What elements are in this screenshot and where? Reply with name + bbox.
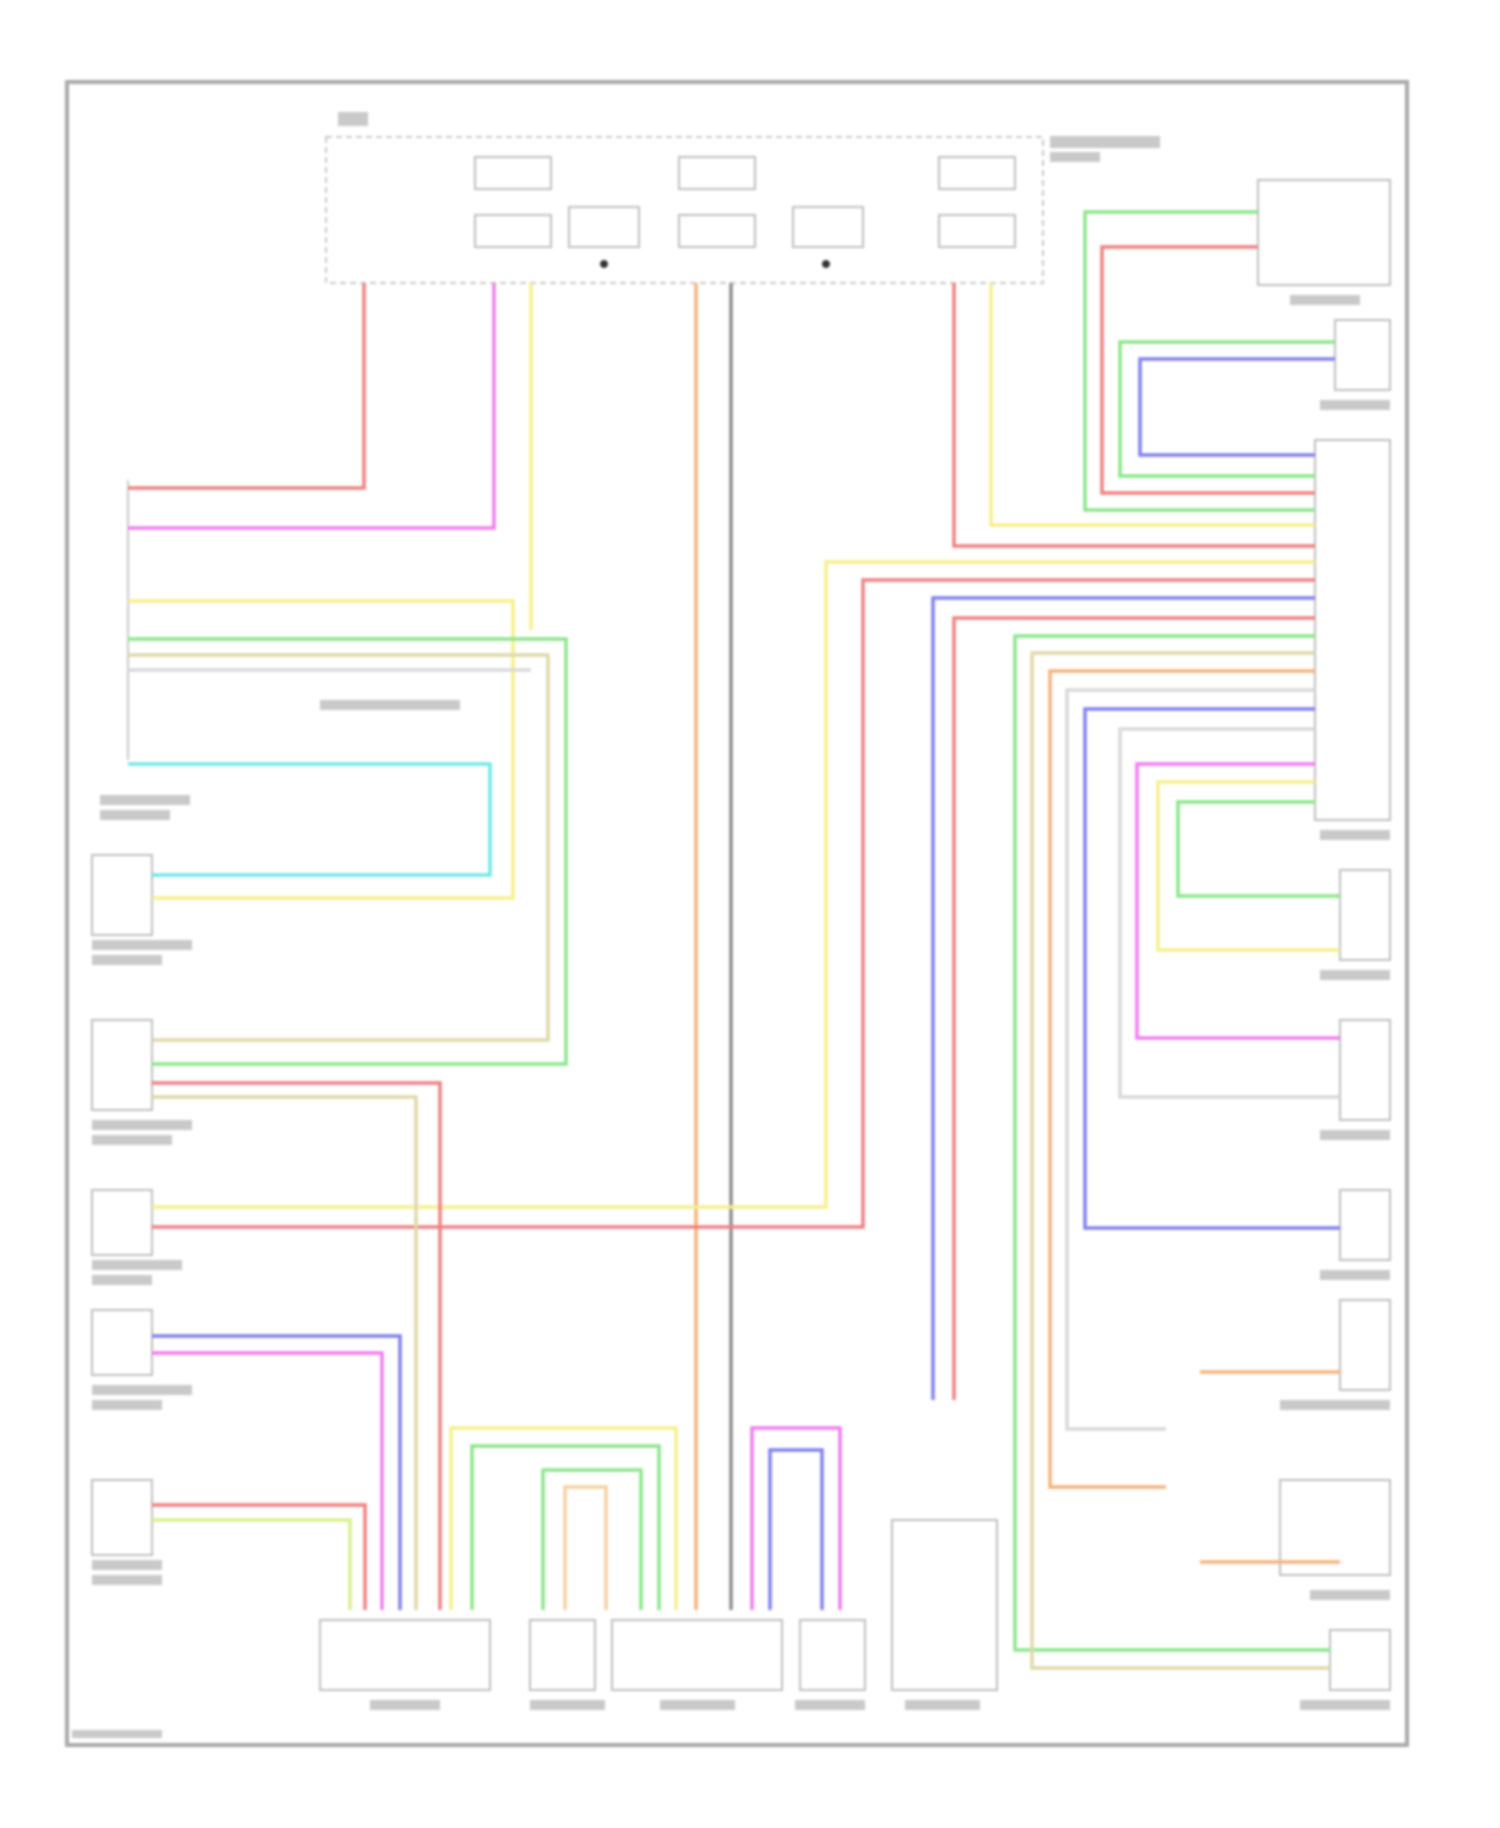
labels — [72, 295, 1390, 1738]
wire-magenta — [152, 1351, 384, 1610]
wire-green — [128, 637, 568, 1066]
wire-blue — [1138, 357, 1335, 457]
wire-orange — [1048, 669, 1315, 1489]
wire-blue — [1083, 707, 1340, 1230]
control-module — [325, 112, 1160, 284]
wire-green — [1083, 210, 1315, 512]
wire-green — [1013, 634, 1330, 1652]
wire-yellow — [152, 560, 1315, 1209]
wire-cyan — [128, 762, 492, 877]
wire-blue — [152, 1334, 402, 1610]
wire-red — [152, 1503, 367, 1610]
wire-yellowgreen — [152, 1518, 352, 1610]
wire-yellow — [1156, 780, 1340, 952]
wire-beige — [1030, 651, 1330, 1670]
wire-red — [952, 616, 1315, 1400]
wire-green — [541, 1468, 643, 1610]
wire-beige — [563, 1485, 608, 1610]
wire-green — [1118, 340, 1335, 478]
wire-red — [128, 283, 366, 490]
wire-magenta — [1135, 762, 1340, 1040]
wire-yellow — [128, 599, 515, 900]
wire-green — [470, 1444, 661, 1610]
wire-beige — [152, 1095, 418, 1610]
wire-red — [152, 1081, 442, 1610]
wire-yellow — [449, 1426, 678, 1610]
wire-lightgray — [1118, 727, 1340, 1099]
wire-red — [152, 578, 1315, 1229]
wire-blue — [931, 596, 1315, 1400]
components — [91, 179, 1391, 1691]
diagram-frame — [65, 80, 1409, 1747]
wire-red — [952, 283, 1315, 548]
wire-beige — [128, 653, 550, 1042]
wire-red — [1100, 245, 1315, 495]
wire-lightgray — [1065, 688, 1315, 1431]
wire-blue — [768, 1448, 824, 1610]
wire-magenta — [128, 283, 496, 530]
wire-green — [1176, 800, 1340, 898]
wire-magenta — [750, 1426, 842, 1610]
wires — [128, 210, 1340, 1670]
wire-yellow — [989, 283, 1315, 527]
